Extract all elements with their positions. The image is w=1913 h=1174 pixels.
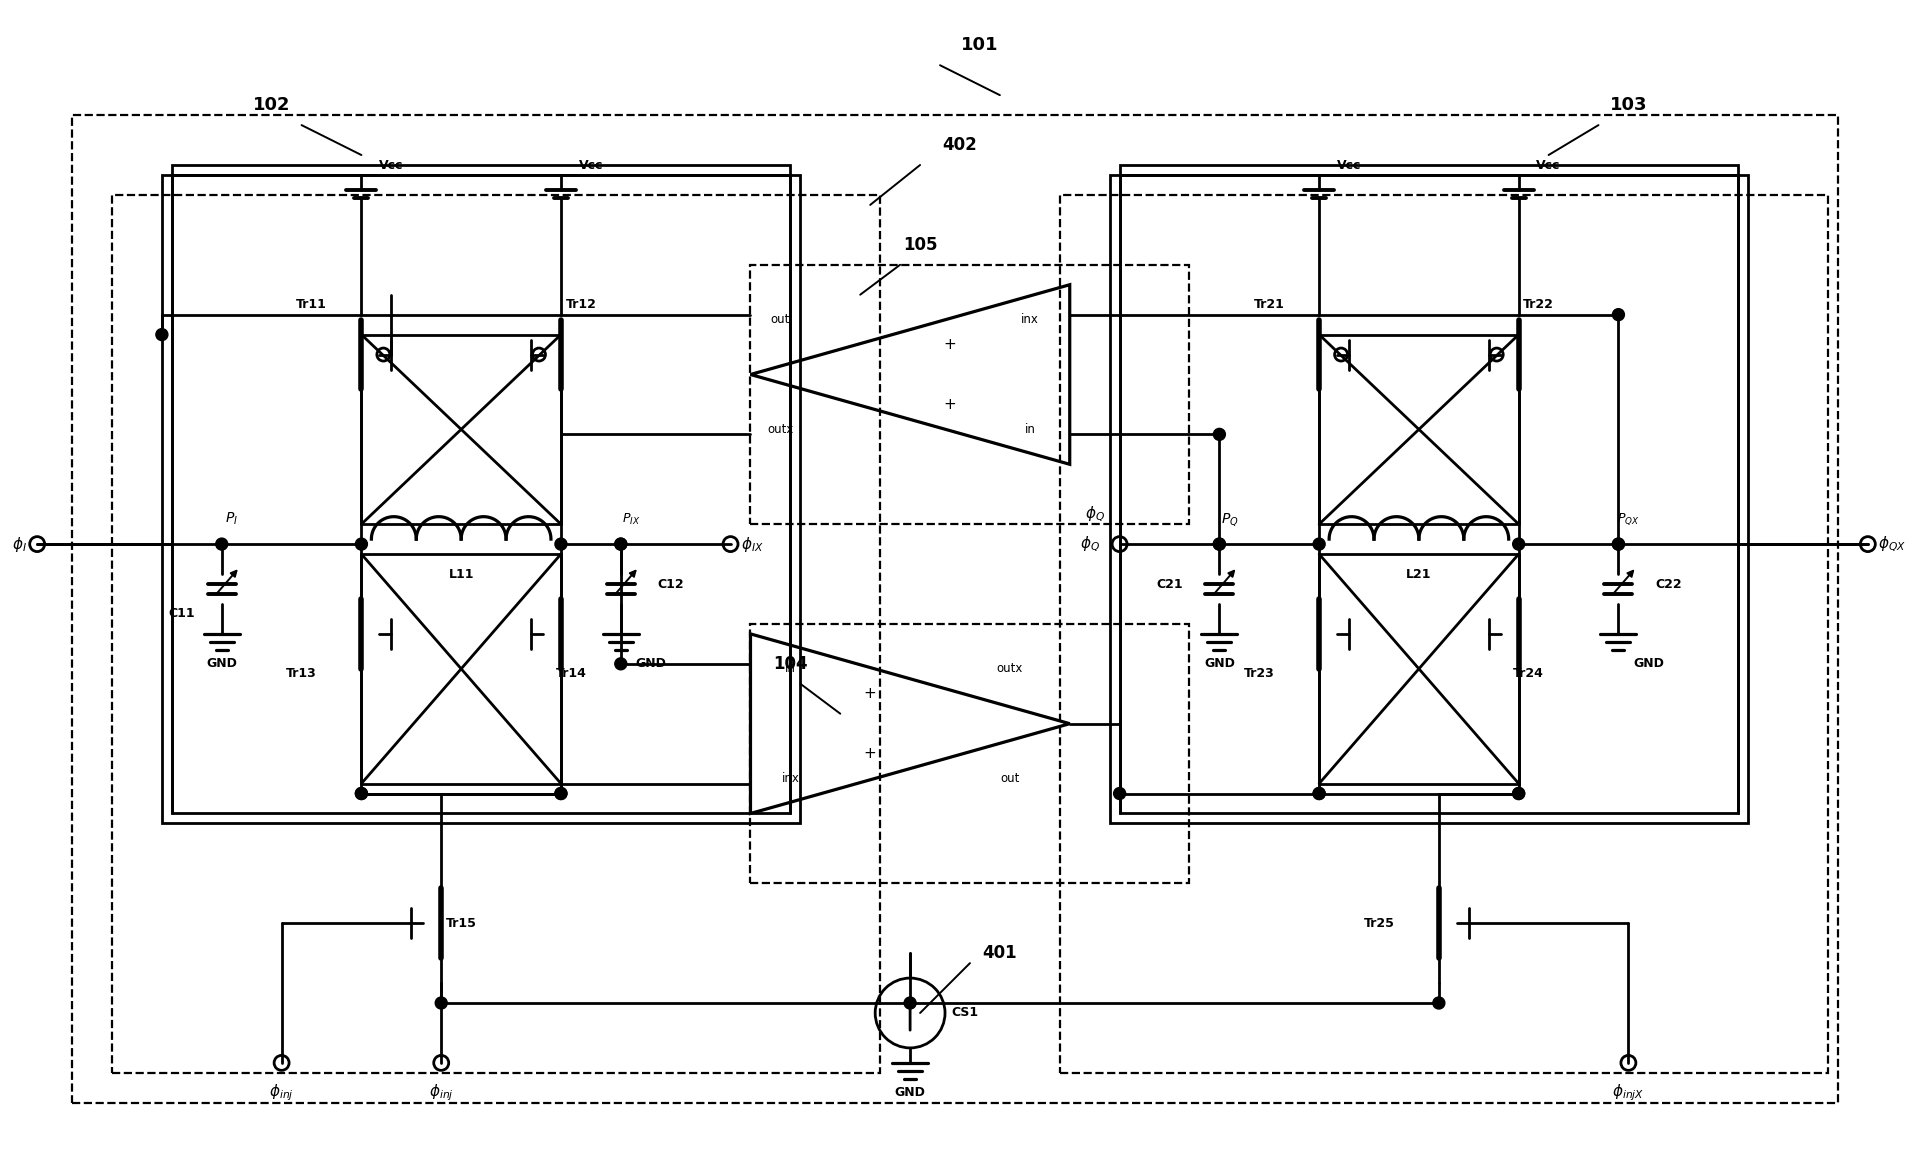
Circle shape [155, 329, 168, 340]
Text: Vcc: Vcc [379, 158, 404, 171]
Circle shape [1513, 788, 1525, 799]
Text: Tr23: Tr23 [1243, 667, 1274, 680]
Text: Tr24: Tr24 [1513, 667, 1544, 680]
Circle shape [216, 538, 228, 551]
Text: 402: 402 [943, 136, 978, 154]
Bar [750, 265, 1190, 524]
Bar [1110, 175, 1748, 823]
Text: Tr14: Tr14 [555, 667, 587, 680]
Circle shape [1613, 538, 1624, 551]
Circle shape [1312, 788, 1326, 799]
Text: $\phi_{IX}$: $\phi_{IX}$ [740, 534, 763, 554]
Bar [1119, 166, 1739, 814]
Circle shape [614, 657, 627, 670]
Circle shape [555, 538, 566, 551]
Text: GND: GND [635, 657, 666, 670]
Text: $P_Q$: $P_Q$ [1220, 511, 1238, 527]
Circle shape [436, 997, 448, 1008]
Text: outx: outx [767, 423, 794, 436]
Text: Tr12: Tr12 [566, 298, 597, 311]
Text: $\phi_{inj}$: $\phi_{inj}$ [429, 1082, 453, 1104]
Text: $\phi_Q$: $\phi_Q$ [1079, 534, 1100, 554]
Text: Tr25: Tr25 [1364, 917, 1395, 930]
Text: in: in [784, 662, 796, 675]
Circle shape [1213, 429, 1226, 440]
Text: 101: 101 [960, 36, 999, 54]
Bar [172, 166, 790, 814]
Circle shape [356, 538, 367, 551]
Circle shape [1213, 538, 1226, 551]
Text: $P_{QX}$: $P_{QX}$ [1616, 512, 1639, 527]
Text: C21: C21 [1155, 578, 1182, 591]
Bar [73, 115, 1838, 1102]
Text: outx: outx [997, 662, 1023, 675]
Text: 105: 105 [903, 236, 937, 254]
Text: $\phi_Q$: $\phi_Q$ [1085, 505, 1104, 524]
Text: $\phi_{QX}$: $\phi_{QX}$ [1879, 534, 1905, 554]
Circle shape [614, 538, 627, 551]
Text: +: + [943, 337, 956, 352]
Text: Tr11: Tr11 [297, 298, 327, 311]
Text: Tr15: Tr15 [446, 917, 476, 930]
Text: inx: inx [781, 772, 800, 785]
Text: C12: C12 [658, 578, 685, 591]
Circle shape [905, 997, 916, 1008]
Text: GND: GND [895, 1086, 926, 1099]
Text: +: + [943, 397, 956, 412]
Text: 401: 401 [983, 944, 1018, 963]
Text: in: in [1023, 423, 1035, 436]
Text: inx: inx [1022, 313, 1039, 326]
Text: $P_I$: $P_I$ [226, 511, 239, 527]
Text: Vcc: Vcc [578, 158, 603, 171]
Circle shape [555, 788, 566, 799]
Circle shape [1113, 788, 1125, 799]
Bar [1060, 195, 1829, 1073]
Text: $P_{IX}$: $P_{IX}$ [622, 512, 641, 527]
Text: 102: 102 [253, 96, 291, 114]
Text: Tr13: Tr13 [287, 667, 318, 680]
Circle shape [614, 538, 627, 551]
Text: $\phi_I$: $\phi_I$ [11, 534, 27, 554]
Text: CS1: CS1 [951, 1006, 979, 1019]
Text: C11: C11 [168, 607, 195, 620]
Circle shape [555, 788, 566, 799]
Text: Vcc: Vcc [1337, 158, 1362, 171]
Text: Vcc: Vcc [1536, 158, 1561, 171]
Text: +: + [865, 747, 876, 761]
Text: $\phi_{injX}$: $\phi_{injX}$ [1613, 1082, 1645, 1104]
Text: GND: GND [1634, 657, 1664, 670]
Text: 104: 104 [773, 655, 807, 673]
Text: GND: GND [207, 657, 237, 670]
Circle shape [1213, 538, 1226, 551]
Text: GND: GND [1203, 657, 1234, 670]
Circle shape [1312, 538, 1326, 551]
Bar [750, 623, 1190, 883]
Text: Tr21: Tr21 [1253, 298, 1286, 311]
Circle shape [1513, 538, 1525, 551]
Circle shape [1312, 788, 1326, 799]
Text: out: out [1000, 772, 1020, 785]
Bar [163, 175, 800, 823]
Text: L21: L21 [1406, 567, 1431, 580]
Bar [113, 195, 880, 1073]
Circle shape [356, 788, 367, 799]
Text: +: + [865, 687, 876, 701]
Text: Tr22: Tr22 [1523, 298, 1553, 311]
Circle shape [356, 788, 367, 799]
Circle shape [1433, 997, 1444, 1008]
Circle shape [1613, 538, 1624, 551]
Circle shape [1613, 309, 1624, 321]
Text: C22: C22 [1655, 578, 1682, 591]
Circle shape [1513, 788, 1525, 799]
Text: 103: 103 [1609, 96, 1647, 114]
Text: L11: L11 [448, 567, 474, 580]
Text: $\phi_{inj}$: $\phi_{inj}$ [270, 1082, 295, 1104]
Text: out: out [771, 313, 790, 326]
